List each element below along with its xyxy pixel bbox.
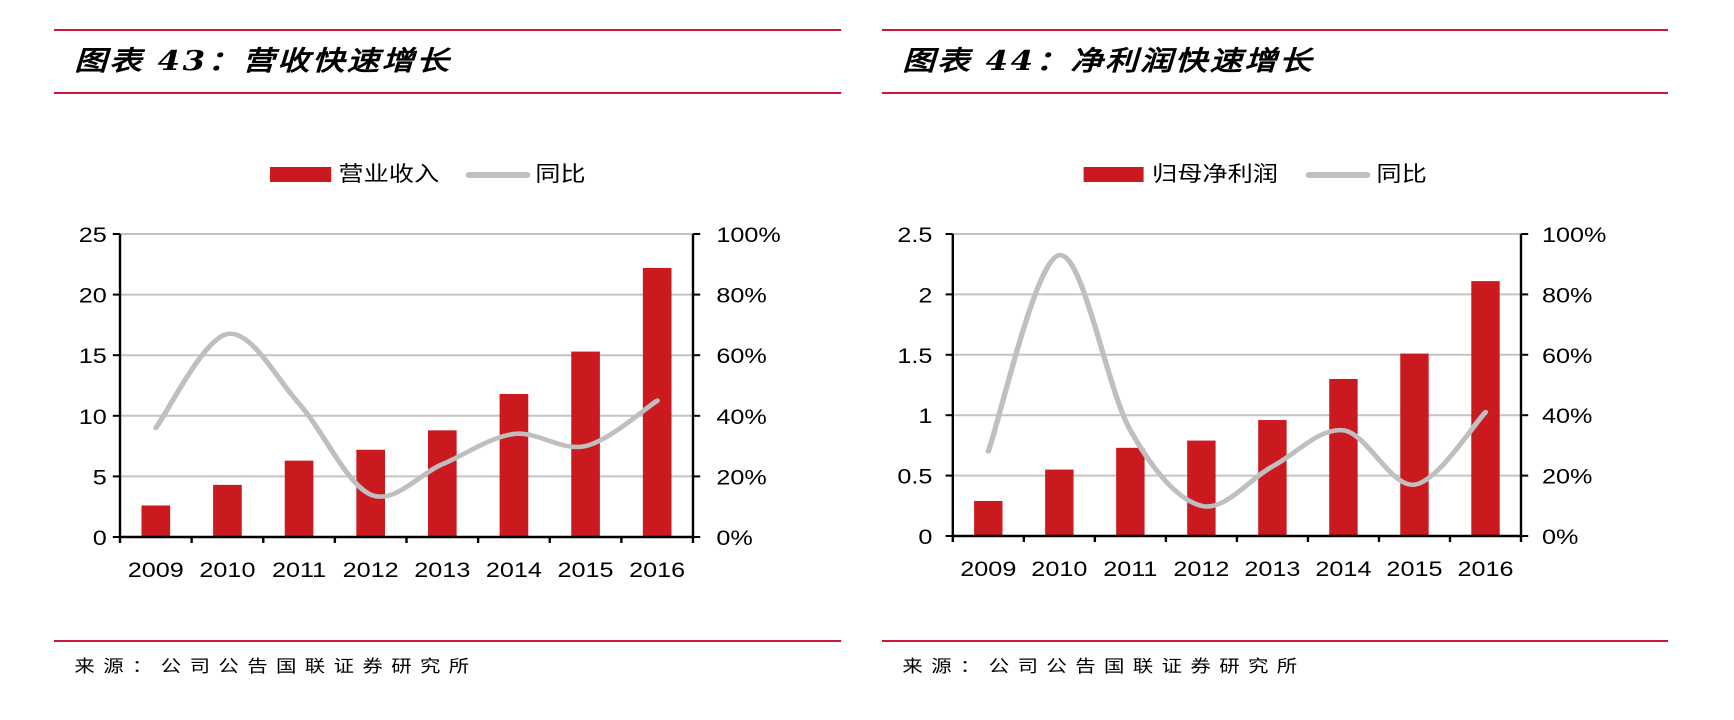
chart-1: 0 5 10 15 20 25 0% 20% 40% 60% 80% 100% 2009 2010 2011…: [79, 223, 781, 582]
left-axis-tick-label: 1.5: [897, 344, 932, 368]
x-axis-tick-label: 2011: [1103, 557, 1157, 581]
bar-2010: [213, 484, 242, 537]
title-top-rule: [882, 29, 1669, 31]
chart-title: 图表 43：营收快速增长: [74, 46, 452, 77]
right-axis-tick-label: 60%: [716, 344, 766, 368]
legend-swatch-bar: [1083, 167, 1144, 182]
right-axis-tick-label: 80%: [716, 284, 766, 308]
right-axis-tick-label: 40%: [1542, 404, 1592, 428]
x-axis-tick-label: 2012: [343, 558, 399, 582]
left-axis-tick-label: 5: [93, 465, 107, 489]
right-axis-tick-label: 80%: [1542, 283, 1592, 307]
chart-2: 0 0.5 1 1.5 2 2.5 0% 20% 40% 60% 80% 100% 2009 2010 20…: [897, 223, 1606, 581]
bar-2015: [1400, 353, 1429, 536]
x-axis-tick-label: 2010: [1031, 557, 1087, 581]
x-axis-tick-label: 2012: [1173, 557, 1229, 581]
legend-label-bar: 归母净利润: [1152, 162, 1278, 186]
bar-2014: [1329, 378, 1358, 536]
x-axis-tick-label: 2013: [414, 558, 470, 582]
legend-label-line: 同比: [535, 162, 586, 186]
x-axis-tick-label: 2015: [1386, 557, 1442, 581]
bar-2013: [427, 430, 457, 537]
bar-2011: [1116, 447, 1145, 536]
source-rule: [882, 640, 1669, 642]
right-axis-tick-label: 40%: [716, 405, 766, 429]
x-axis-tick-label: 2013: [1244, 557, 1300, 581]
bar-2014: [499, 393, 529, 537]
title-bottom-rule: [882, 92, 1669, 94]
x-axis-tick-label: 2011: [272, 558, 326, 582]
title-bottom-rule: [54, 92, 842, 94]
right-axis-tick-label: 0%: [1542, 525, 1578, 549]
left-axis-tick-label: 0: [918, 525, 932, 549]
x-axis-tick-label: 2016: [629, 558, 685, 582]
x-axis-tick-label: 2014: [486, 558, 542, 582]
bar-2016: [1471, 281, 1500, 536]
bar-2011: [284, 460, 314, 537]
left-axis-tick-label: 20: [79, 284, 107, 308]
left-axis-tick-label: 15: [79, 344, 107, 368]
x-axis-tick-label: 2009: [960, 557, 1016, 581]
legend-swatch-line: [465, 172, 531, 178]
bar-2013: [1258, 420, 1287, 536]
bar-2010: [1045, 469, 1074, 536]
x-axis-tick-label: 2010: [199, 558, 255, 582]
source-note: 来源：公司公告国联证券研究所: [902, 657, 1306, 677]
left-axis-tick-label: 10: [79, 405, 107, 429]
right-axis-tick-label: 100%: [716, 223, 780, 247]
x-axis-tick-label: 2014: [1315, 557, 1371, 581]
left-axis-tick-label: 0.5: [897, 465, 932, 489]
legend-label-bar: 营业收入: [338, 162, 440, 186]
bar-2009: [974, 500, 1003, 536]
left-axis-tick-label: 2: [918, 283, 932, 307]
bar-2012: [1187, 440, 1216, 536]
right-axis-tick-label: 0%: [716, 526, 752, 550]
x-axis-tick-label: 2016: [1457, 557, 1513, 581]
legend-swatch-line: [1305, 172, 1371, 178]
title-top-rule: [54, 29, 842, 31]
right-axis-tick-label: 20%: [716, 465, 766, 489]
right-axis-tick-label: 60%: [1542, 344, 1592, 368]
right-axis-tick-label: 100%: [1542, 223, 1606, 247]
x-axis-tick-label: 2015: [558, 558, 614, 582]
chart-title: 图表 44：净利润快速增长: [902, 46, 1314, 77]
left-axis-tick-label: 0: [93, 526, 107, 550]
left-axis-tick-label: 1: [918, 404, 932, 428]
legend-swatch-bar: [270, 167, 332, 182]
left-axis-tick-label: 2.5: [897, 223, 932, 247]
left-axis-tick-label: 25: [79, 223, 107, 247]
legend-label-line: 同比: [1376, 162, 1427, 186]
right-axis-tick-label: 20%: [1542, 465, 1592, 489]
source-rule: [54, 640, 842, 642]
source-note: 来源：公司公告国联证券研究所: [74, 657, 478, 677]
bar-2009: [141, 505, 171, 537]
x-axis-tick-label: 2009: [128, 558, 184, 582]
